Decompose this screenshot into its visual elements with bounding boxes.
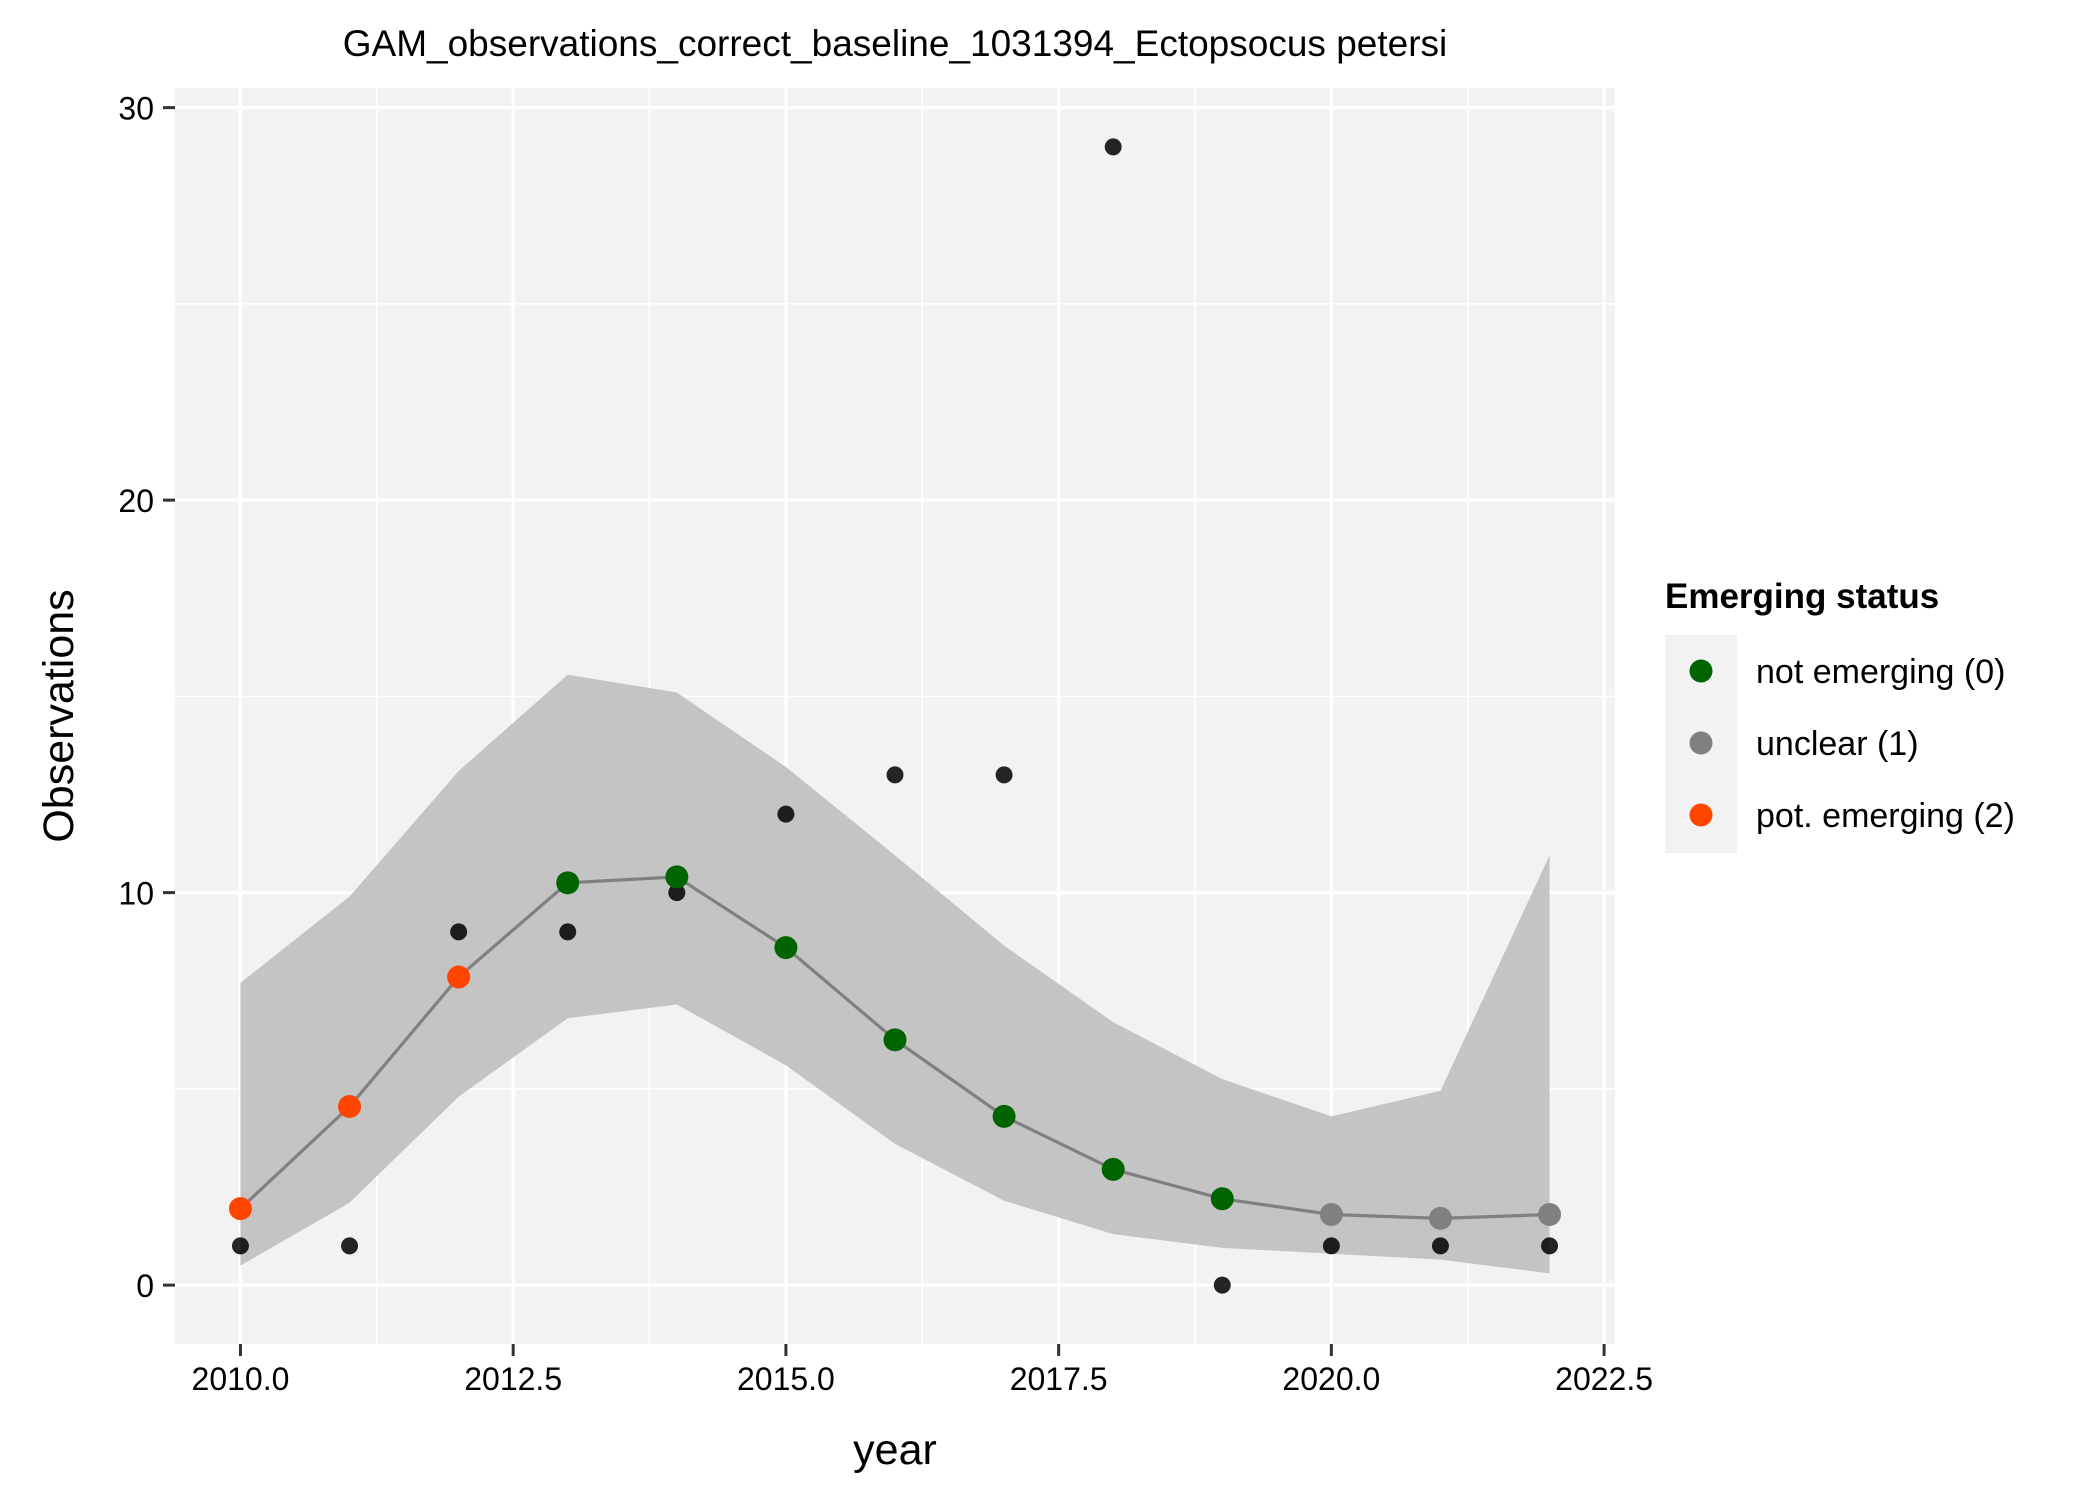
observed-point [231,1237,249,1255]
y-tick-label: 0 [136,1268,154,1304]
fitted-point [1101,1157,1125,1181]
x-axis: 2010.0 2012.5 2015.0 2017.5 2020.0 2022.5 [192,1344,1653,1397]
chart-title: GAM_observations_correct_baseline_103139… [343,23,1448,64]
observed-point [886,766,904,784]
confidence-ribbon-layer [240,674,1550,1274]
observed-points [231,138,1559,1294]
x-axis-label: year [853,1426,937,1474]
legend-label: unclear (1) [1756,725,1919,763]
fitted-point [665,865,689,889]
x-tick-label: 2017.5 [1010,1361,1108,1397]
x-tick-label: 2022.5 [1555,1361,1653,1397]
legend-label: not emerging (0) [1756,653,2005,691]
observed-point [668,884,686,902]
y-axis-label: Observations [35,589,83,842]
fitted-point [992,1104,1016,1128]
fitted-point [774,936,798,960]
fitted-points [228,865,1562,1230]
x-tick-label: 2010.0 [192,1361,290,1397]
observed-point [559,923,577,941]
fitted-point [1319,1202,1343,1226]
observed-point [1322,1237,1340,1255]
legend-label: pot. emerging (2) [1756,797,2015,835]
legend-entries: not emerging (0) unclear (1) pot. emerging… [1689,653,2015,835]
legend-key [1689,731,1713,755]
legend-key [1689,803,1713,827]
fitted-point [883,1028,907,1052]
observed-point [1104,138,1122,156]
y-tick-label: 30 [118,91,154,127]
fitted-point [228,1197,252,1221]
observed-point [450,923,468,941]
observed-point [1541,1237,1559,1255]
x-tick-label: 2012.5 [464,1361,562,1397]
confidence-ribbon [240,674,1550,1274]
y-axis: 0 10 20 30 [118,91,175,1304]
fitted-point [447,965,471,989]
legend: Emerging status not emerging (0) unclear … [1665,577,2015,853]
y-tick-label: 20 [118,483,154,519]
fitted-point [1210,1187,1234,1211]
x-tick-label: 2020.0 [1282,1361,1380,1397]
observed-point [995,766,1013,784]
legend-title: Emerging status [1665,577,1939,616]
fitted-point [556,871,580,895]
x-tick-label: 2015.0 [737,1361,835,1397]
fitted-point [338,1095,362,1119]
y-tick-label: 10 [118,876,154,912]
fitted-point [1538,1202,1562,1226]
observed-point [1431,1237,1449,1255]
observed-point [1213,1276,1231,1294]
legend-key [1689,659,1713,683]
observed-point [777,805,795,823]
fitted-point [1428,1206,1452,1230]
observed-point [341,1237,359,1255]
